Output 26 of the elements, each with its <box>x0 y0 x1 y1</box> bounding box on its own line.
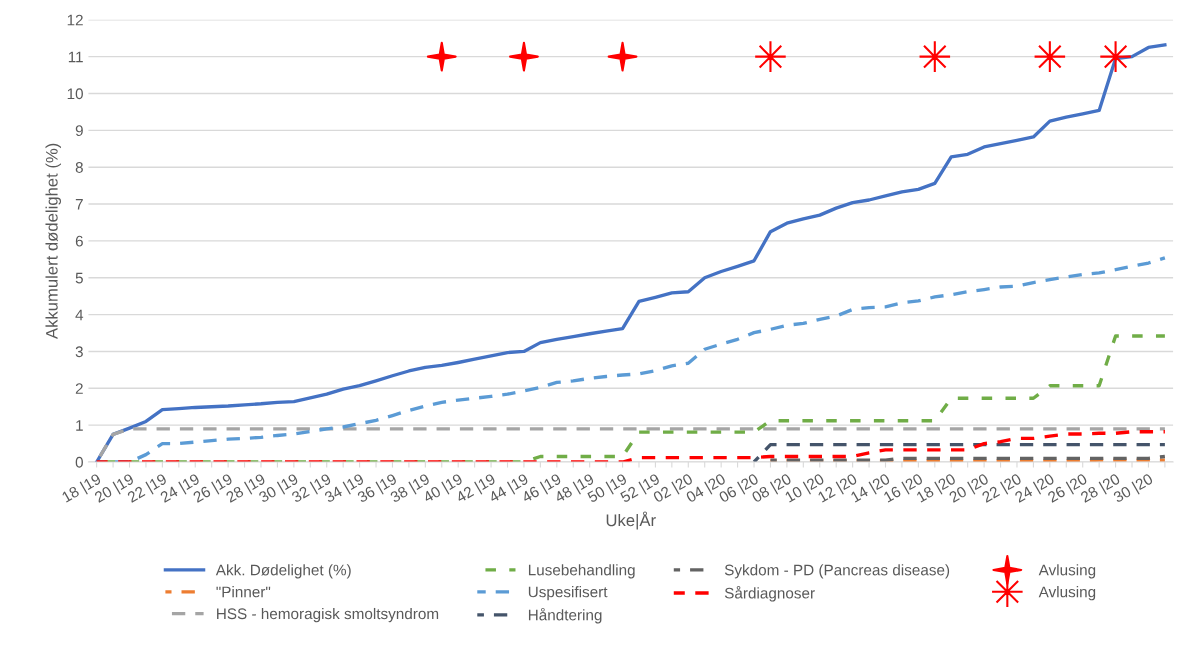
legend-label: Sykdom - PD (Pancreas disease) <box>724 564 950 579</box>
line-series <box>94 43 1167 462</box>
legend-label: HSS - hemoragisk smoltsyndrom <box>217 607 439 623</box>
y-tick-label: 8 <box>75 162 83 173</box>
legend-label: "Pinner" <box>216 586 271 598</box>
y-tick-label: 11 <box>68 51 83 63</box>
y-axis-title: Akkumulert dødelighet (%) <box>45 143 62 340</box>
y-tick-label: 4 <box>75 309 84 321</box>
y-tick-label: 10 <box>67 88 83 100</box>
x-axis-title: Uke|År <box>606 511 656 530</box>
y-tick-label: 9 <box>75 125 83 137</box>
legend-label: Lusebehandling <box>528 564 635 579</box>
y-tick-label: 0 <box>75 456 83 468</box>
y-tick-label: 12 <box>67 14 83 26</box>
y-tick-label: 3 <box>75 346 83 358</box>
y-tick-label: 5 <box>75 272 83 284</box>
y-tick-label: 2 <box>75 383 83 394</box>
y-tick-label: 6 <box>75 235 83 247</box>
legend-label: Avlusing <box>1038 586 1096 601</box>
legend-label: Uspesifisert <box>528 586 608 601</box>
legend-label: Sårdiagnoser <box>724 586 815 602</box>
y-tick-label: 7 <box>75 199 83 210</box>
legend-label: Akk. Dødelighet (%) <box>215 564 351 579</box>
y-tick-label: 1 <box>76 420 83 431</box>
legend-label: Håndtering <box>528 607 602 624</box>
legend-label: Avlusing <box>1038 564 1096 579</box>
